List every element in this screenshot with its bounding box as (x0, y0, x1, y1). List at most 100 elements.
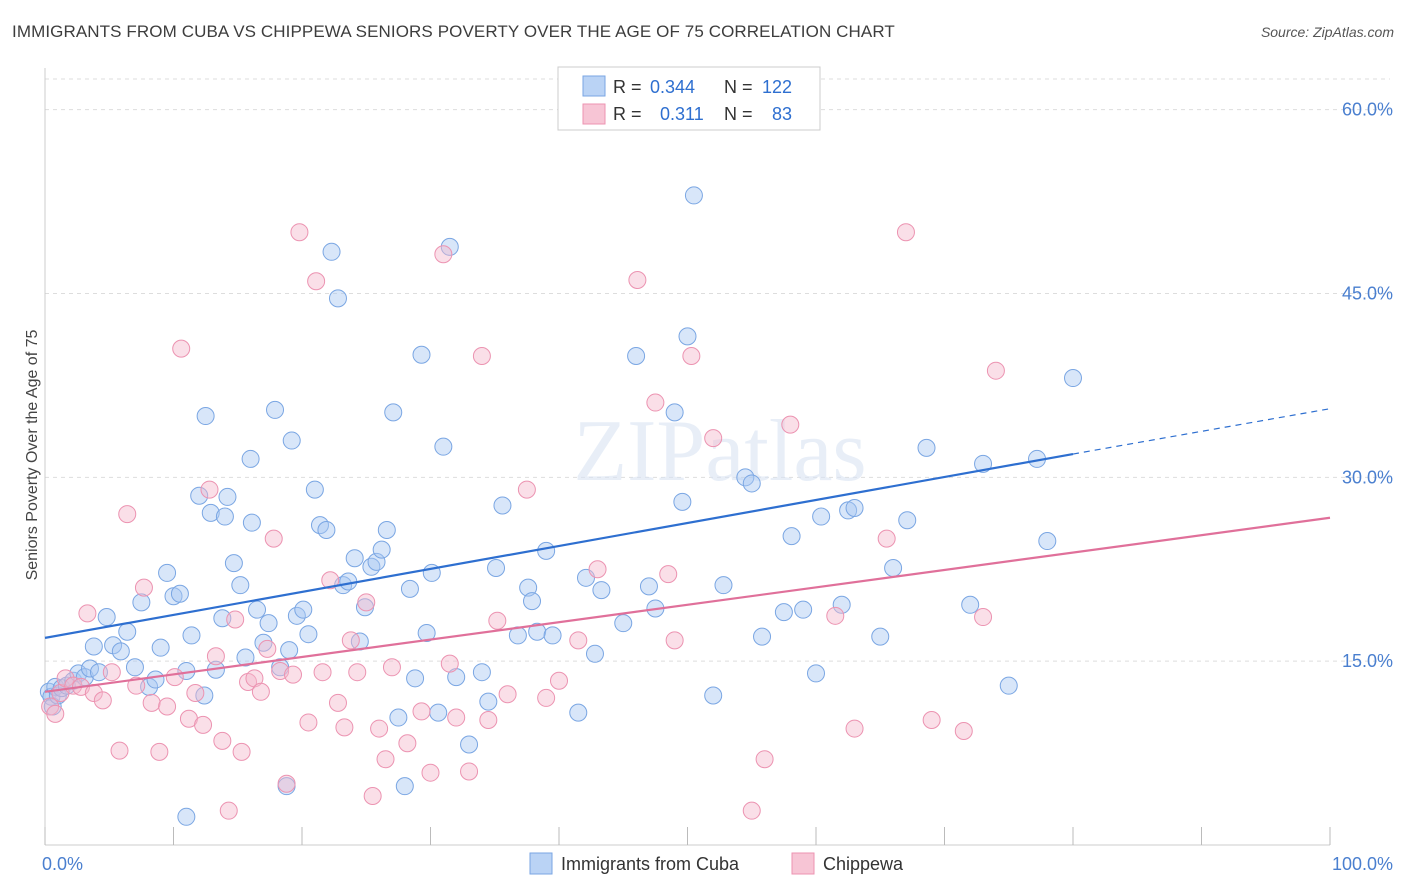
data-point (266, 400, 285, 419)
data-point (118, 622, 137, 641)
data-point (682, 346, 701, 365)
bottom-legend-label-chippewa: Chippewa (823, 854, 904, 874)
data-point (498, 685, 517, 704)
data-point (922, 710, 941, 729)
data-point (231, 576, 250, 595)
data-point (704, 686, 723, 705)
data-point (781, 415, 800, 434)
data-point (362, 557, 381, 576)
data-point (421, 763, 440, 782)
data-point (150, 742, 169, 761)
data-point (479, 710, 498, 729)
data-point (406, 669, 425, 688)
legend-swatch-chippewa (582, 103, 606, 125)
data-point (440, 237, 459, 256)
data-point (543, 626, 562, 645)
y-tick-label: 45.0% (1342, 283, 1393, 303)
data-point (80, 659, 99, 678)
data-point (826, 606, 845, 625)
data-point (264, 529, 283, 548)
data-point (341, 631, 360, 650)
data-point (999, 676, 1018, 695)
data-point (389, 708, 408, 727)
data-point (213, 731, 232, 750)
data-point (190, 486, 209, 505)
data-point (165, 668, 184, 687)
legend: R = 0.344 N = 122 R = 0.311 N = 83 (557, 66, 821, 131)
data-point (118, 505, 137, 524)
trend-line-extension (1072, 408, 1331, 455)
data-point (585, 644, 604, 663)
data-point (248, 600, 267, 619)
data-point (898, 511, 917, 530)
data-point (372, 540, 391, 559)
data-point (400, 579, 419, 598)
trend-line (44, 452, 1074, 639)
data-point (277, 774, 296, 793)
y-tick-label: 15.0% (1342, 651, 1393, 671)
data-point (158, 563, 177, 582)
data-point (335, 718, 354, 737)
data-point (382, 658, 401, 677)
data-point (684, 186, 703, 205)
data-point (460, 735, 479, 754)
data-point (97, 608, 116, 627)
data-point (417, 623, 436, 642)
bottom-legend-swatch-cuba (529, 852, 553, 875)
data-point (659, 565, 678, 584)
data-point (146, 670, 165, 689)
data-point (614, 614, 633, 633)
data-point (186, 684, 205, 703)
data-point (488, 611, 507, 630)
data-point (376, 750, 395, 769)
data-point (412, 702, 431, 721)
data-point (357, 593, 376, 612)
data-point (961, 595, 980, 614)
data-point (299, 713, 318, 732)
data-point (877, 529, 896, 548)
data-point (151, 638, 170, 657)
data-point (177, 807, 196, 826)
data-point (646, 393, 665, 412)
watermark: ZIPatlas (573, 403, 866, 500)
data-point (348, 663, 367, 682)
data-point (884, 559, 903, 578)
data-point (259, 614, 278, 633)
data-point (258, 639, 277, 658)
data-point (395, 777, 414, 796)
data-point (986, 361, 1005, 380)
legend-r-value: 0.344 (650, 77, 695, 97)
data-point (519, 578, 538, 597)
y-tick-label: 60.0% (1342, 100, 1393, 120)
data-point (321, 571, 340, 590)
data-point (241, 449, 260, 468)
x-tick-label: 100.0% (1332, 854, 1393, 874)
data-point (201, 503, 220, 522)
data-point (84, 637, 103, 656)
data-point (226, 610, 245, 629)
data-point (704, 429, 723, 448)
data-point (493, 496, 512, 515)
data-point (134, 578, 153, 597)
data-point (89, 663, 108, 682)
legend-r-label: R = (613, 104, 642, 124)
data-point (537, 541, 556, 560)
data-point (974, 454, 993, 473)
data-point (742, 801, 761, 820)
data-point (370, 719, 389, 738)
data-point (487, 559, 506, 578)
data-point (125, 658, 144, 677)
data-point (282, 431, 301, 450)
data-point (102, 663, 121, 682)
data-point (328, 693, 347, 712)
source-label: Source: ZipAtlas.com (1260, 24, 1394, 40)
data-point (673, 492, 692, 511)
legend-n-label: N = (724, 77, 753, 97)
data-point (550, 671, 568, 690)
trend-lines (44, 408, 1331, 693)
data-point (219, 801, 238, 820)
data-point (313, 663, 332, 682)
data-point (93, 691, 112, 710)
data-point (742, 474, 761, 493)
data-point (213, 609, 232, 628)
